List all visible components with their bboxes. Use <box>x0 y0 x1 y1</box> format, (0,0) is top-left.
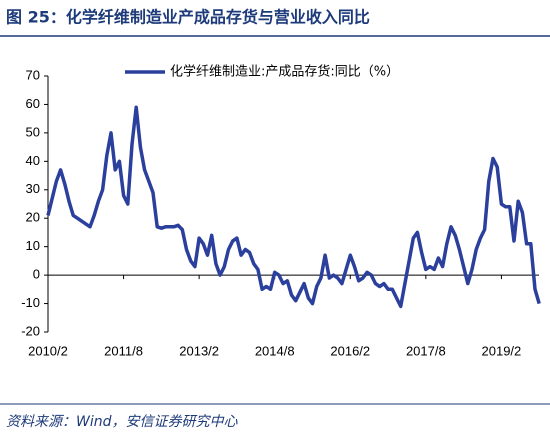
chart-title: 图 25：化学纤维制造业产成品存货与营业收入同比 <box>6 8 370 27</box>
x-tick-label: 2014/8 <box>255 343 295 358</box>
y-tick-label: 50 <box>26 124 40 139</box>
y-tick-label: 0 <box>33 267 40 282</box>
source: 资料来源：Wind，安信证券研究中心 <box>6 414 238 430</box>
legend-label: 化学纤维制造业:产成品存货:同比（%） <box>170 64 399 80</box>
y-tick-label: 10 <box>26 238 40 253</box>
x-tick-label: 2011/8 <box>104 343 143 358</box>
y-tick-label: 40 <box>26 153 40 168</box>
x-tick-label: 2017/8 <box>406 343 446 358</box>
y-tick-label: -10 <box>21 295 40 310</box>
y-tick-label: -20 <box>21 323 40 338</box>
y-tick-label: 20 <box>26 210 40 225</box>
y-tick-label: 70 <box>26 67 40 82</box>
data-line <box>46 105 541 309</box>
x-tick-label: 2013/2 <box>179 343 219 358</box>
y-tick-label: 60 <box>26 96 40 111</box>
x-tick-label: 2019/2 <box>482 343 522 358</box>
x-tick-label: 2010/2 <box>28 343 68 358</box>
y-tick-label: 30 <box>26 181 40 196</box>
x-tick-label: 2016/2 <box>330 343 370 358</box>
